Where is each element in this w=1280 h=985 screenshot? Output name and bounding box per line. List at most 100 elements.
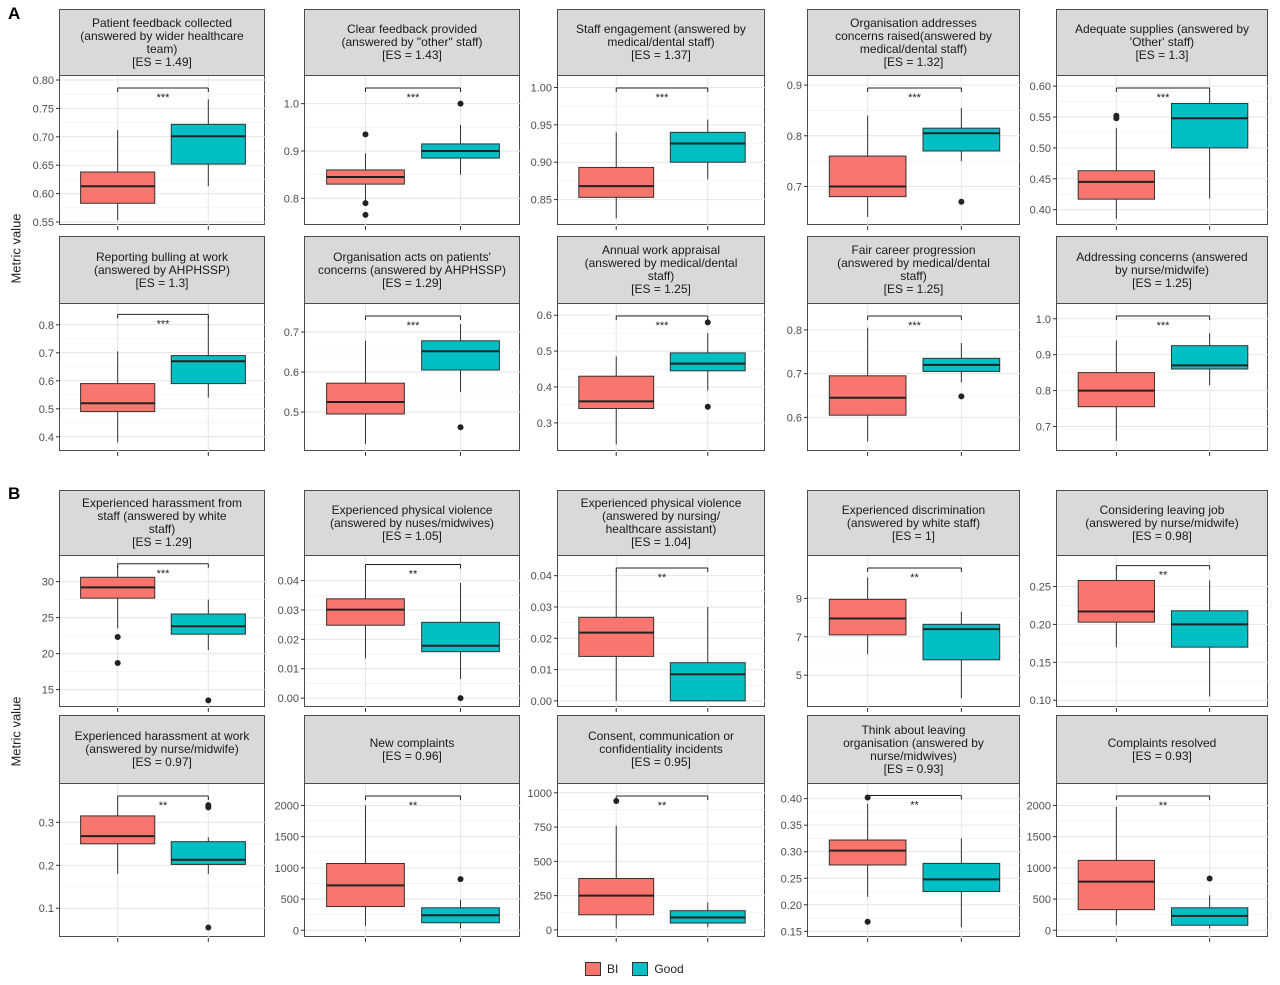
y-tick-label: 0.80 — [33, 75, 54, 87]
box-good — [922, 127, 1001, 152]
y-tick-label: 0.7 — [1036, 421, 1051, 433]
y-tick-label: 0.75 — [33, 103, 54, 115]
y-tick-label: 500 — [1033, 894, 1051, 906]
legend-label-good: Good — [654, 962, 684, 976]
y-tick-label: 0.55 — [33, 217, 54, 229]
plot-area: 0.40 0.45 0.50 0.55 0.60 *** — [1030, 75, 1269, 230]
y-tick-label: 0.5 — [284, 407, 299, 419]
y-tick-label: 250 — [534, 891, 552, 903]
y-tick-label: 0.3 — [537, 418, 552, 430]
box-good — [1170, 345, 1249, 370]
facet-title-line: organisation (answered by — [843, 735, 984, 750]
facet-title-line: Think about leaving — [861, 722, 966, 737]
outlier-point — [205, 804, 212, 811]
box-bi — [1077, 170, 1156, 200]
y-tick-label: 0.85 — [531, 195, 552, 207]
outlier-point — [958, 393, 965, 400]
facet-title-line: Organisation addresses — [850, 15, 977, 30]
facet-title-line: [ES = 0.98] — [1132, 528, 1192, 543]
facet-title: Staff engagement (answered by medical/den… — [557, 9, 765, 76]
y-tick-label: 0.02 — [531, 633, 552, 645]
y-tick-label: 0.60 — [1030, 81, 1051, 93]
facet-title: Addressing concerns (answered by nurse/mi… — [1056, 236, 1268, 304]
facet-title-line: Consent, communication or — [587, 729, 735, 743]
boxplot-svg: 0.7 0.8 0.9 1.0 *** — [1036, 304, 1269, 456]
box-bi — [578, 877, 655, 916]
facet-title-line: staff) — [900, 269, 927, 283]
boxplot-svg: 15 20 25 30 *** — [42, 556, 266, 712]
y-tick-label: 0.8 — [39, 320, 54, 332]
significance-label: *** — [908, 92, 922, 104]
y-tick-label: 1000 — [275, 863, 299, 875]
facet-title-line: (answered by nursing/ — [601, 509, 721, 523]
legend-item-good: Good — [632, 962, 684, 976]
y-tick-label: 0.7 — [787, 369, 802, 381]
boxplot-svg: 0.6 0.7 0.8 *** — [787, 304, 1021, 456]
facet-title: Organisation acts on patients' concerns (… — [304, 236, 520, 304]
plot-area: 0 500 1000 1500 2000 ** — [1027, 783, 1269, 942]
y-tick-label: 0.01 — [278, 664, 299, 676]
plot-area: 0.55 0.60 0.65 0.70 0.75 0.80 *** — [33, 75, 266, 230]
plot-area: 15 20 25 30 *** — [42, 555, 266, 712]
facet-title-line: Complaints resolved — [1107, 735, 1217, 750]
box-bi — [1077, 579, 1156, 623]
boxplot-svg: 0.4 0.5 0.6 0.7 0.8 *** — [39, 304, 266, 456]
y-tick-label: 2000 — [275, 800, 299, 812]
facet-title-line: medical/dental staff) — [859, 41, 968, 56]
facet-title-line: Experienced physical violence — [331, 502, 493, 517]
boxplot-svg: 0.55 0.60 0.65 0.70 0.75 0.80 *** — [33, 75, 266, 230]
outlier-point — [704, 319, 711, 326]
y-tick-label: 9 — [796, 593, 802, 605]
significance-label: *** — [1157, 92, 1171, 104]
box-bi — [578, 616, 655, 657]
plot-area: 0.7 0.8 0.9 *** — [787, 75, 1021, 230]
y-tick-label: 0.03 — [278, 605, 299, 617]
box-bi — [80, 171, 156, 204]
y-tick-label: 0.7 — [284, 327, 299, 339]
facet-title-line: (answered by medical/dental — [837, 256, 990, 270]
plot-area: 0.5 0.6 0.7 *** — [284, 303, 521, 456]
facet-title-line: staff (answered by white — [97, 509, 227, 523]
y-tick-label: 2000 — [1027, 800, 1051, 812]
facet-title-line: [ES = 1.25] — [631, 282, 691, 296]
boxplot-svg: 0 500 1000 1500 2000 ** — [275, 784, 521, 942]
outlier-point — [958, 198, 965, 205]
significance-label: ** — [409, 568, 418, 580]
y-tick-label: 0.20 — [1030, 619, 1051, 631]
facet-title-line: New complaints — [369, 735, 455, 750]
y-tick-label: 30 — [42, 577, 54, 589]
y-tick-label: 0.25 — [781, 873, 802, 885]
y-tick-label: 0.6 — [284, 367, 299, 379]
y-tick-label: 0.9 — [1036, 350, 1051, 362]
facet-title-line: [ES = 1.3] — [135, 275, 189, 290]
y-tick-label: 0.8 — [787, 131, 802, 143]
box-good — [669, 352, 746, 372]
y-tick-label: 0.2 — [39, 860, 54, 872]
panel-label-b: B — [8, 484, 21, 503]
facet-title: Fair career progression (answered by medi… — [807, 236, 1020, 304]
y-tick-label: 1500 — [1027, 832, 1051, 844]
facet-title-line: (answered by nuses/midwives) — [329, 515, 495, 530]
y-tick-label: 0.15 — [781, 926, 802, 938]
outlier-point — [613, 798, 620, 805]
plot-area: 0.85 0.90 0.95 1.00 *** — [531, 75, 766, 230]
facet-title-line: Patient feedback collected — [91, 15, 233, 30]
y-tick-label: 0.90 — [531, 157, 552, 169]
facet-title-line: [ES = 1.05] — [382, 528, 442, 543]
facet-title-line: [ES = 1.37] — [631, 48, 691, 62]
boxplot-svg: 0.5 0.6 0.7 *** — [284, 304, 521, 456]
outlier-point — [362, 200, 369, 207]
y-tick-label: 0.40 — [1030, 205, 1051, 217]
y-tick-label: 1500 — [275, 832, 299, 844]
y-tick-label: 0.4 — [537, 382, 552, 394]
y-tick-label: 15 — [42, 685, 54, 697]
boxplot-svg: 0.1 0.2 0.3 ** — [39, 784, 266, 942]
box-bi — [828, 375, 907, 416]
y-tick-label: 5 — [796, 670, 802, 682]
significance-label: ** — [658, 800, 667, 812]
box-bi — [80, 815, 156, 845]
facet-title-line: Clear feedback provided — [346, 22, 478, 36]
y-tick-label: 0.20 — [781, 900, 802, 912]
boxplot-svg: 0 250 500 750 1000 ** — [528, 784, 766, 942]
y-axis-label-a: Metric value — [8, 213, 24, 284]
